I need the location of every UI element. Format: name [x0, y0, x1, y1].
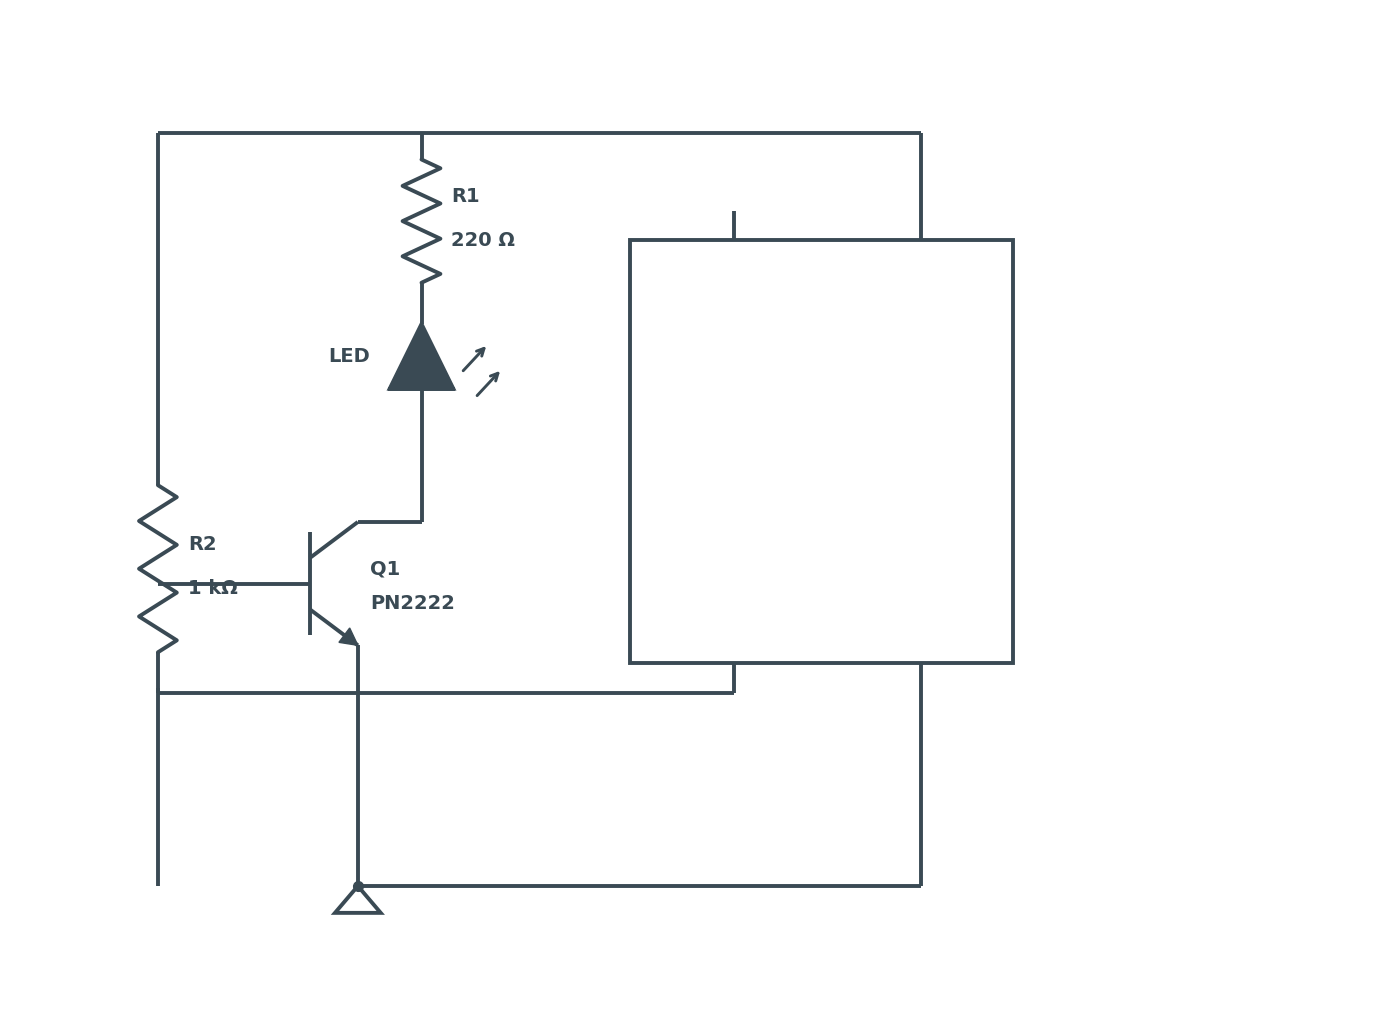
FancyBboxPatch shape — [630, 240, 1014, 663]
Polygon shape — [389, 324, 454, 388]
Text: Raspberry Pi: Raspberry Pi — [736, 431, 907, 456]
Text: GND: GND — [944, 534, 986, 552]
Text: 5V: 5V — [967, 282, 991, 300]
Text: Q1: Q1 — [370, 559, 400, 579]
Text: GPIO 17: GPIO 17 — [658, 282, 731, 300]
Text: 220 Ω: 220 Ω — [451, 231, 515, 250]
Text: LED: LED — [328, 347, 370, 366]
Text: 1 kΩ: 1 kΩ — [188, 579, 238, 598]
Polygon shape — [335, 886, 381, 913]
Text: R2: R2 — [188, 535, 217, 554]
Text: PN2222: PN2222 — [370, 594, 455, 612]
Text: R1: R1 — [451, 188, 480, 206]
Polygon shape — [339, 628, 358, 645]
